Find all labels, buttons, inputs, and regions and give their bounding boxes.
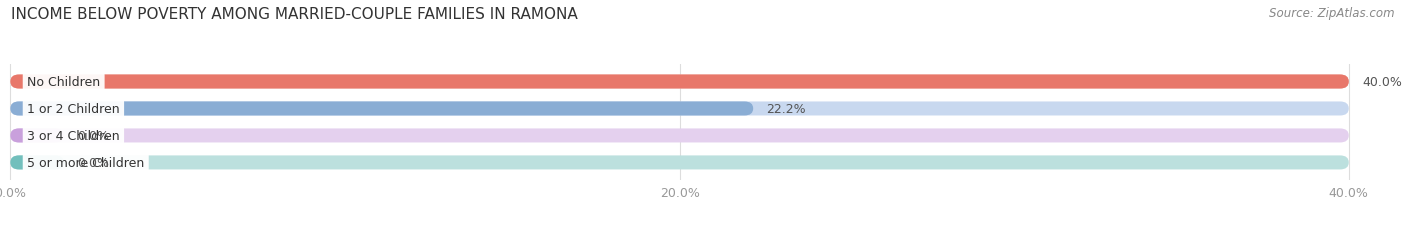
FancyBboxPatch shape <box>10 156 63 170</box>
Text: 1 or 2 Children: 1 or 2 Children <box>27 103 120 116</box>
Text: 22.2%: 22.2% <box>766 103 806 116</box>
Text: INCOME BELOW POVERTY AMONG MARRIED-COUPLE FAMILIES IN RAMONA: INCOME BELOW POVERTY AMONG MARRIED-COUPL… <box>11 7 578 22</box>
Text: Source: ZipAtlas.com: Source: ZipAtlas.com <box>1270 7 1395 20</box>
FancyBboxPatch shape <box>10 75 1348 89</box>
Text: 3 or 4 Children: 3 or 4 Children <box>27 129 120 142</box>
FancyBboxPatch shape <box>10 75 1348 89</box>
Text: 0.0%: 0.0% <box>77 156 110 169</box>
Text: No Children: No Children <box>27 76 100 89</box>
FancyBboxPatch shape <box>10 129 1348 143</box>
Text: 0.0%: 0.0% <box>77 129 110 142</box>
FancyBboxPatch shape <box>10 156 1348 170</box>
Text: 5 or more Children: 5 or more Children <box>27 156 145 169</box>
Text: 40.0%: 40.0% <box>1362 76 1402 89</box>
FancyBboxPatch shape <box>10 102 1348 116</box>
FancyBboxPatch shape <box>10 129 63 143</box>
FancyBboxPatch shape <box>10 102 754 116</box>
